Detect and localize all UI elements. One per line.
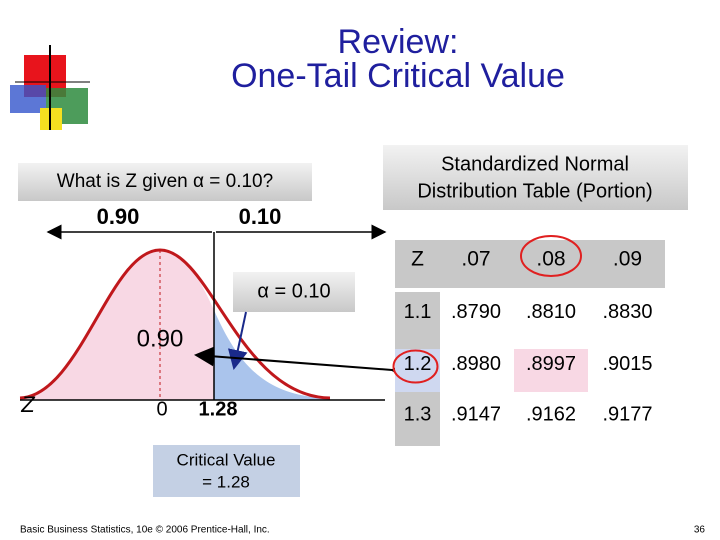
table-cell: .8980 (451, 353, 501, 375)
table-header: Z (411, 248, 424, 271)
caption-box (383, 145, 688, 210)
alpha-box (233, 272, 355, 312)
critical-text: Critical Value (177, 450, 276, 469)
table-header: .07 (461, 248, 490, 271)
area-label: 0.90 (137, 325, 184, 352)
table-cell: .9177 (602, 403, 652, 425)
page-number: 36 (694, 525, 706, 536)
table-caption: Standardized Normal (441, 153, 629, 175)
row-label: 1.3 (404, 403, 432, 425)
table-cell: .9147 (451, 403, 501, 425)
left-area (20, 250, 214, 400)
table-caption: Distribution Table (Portion) (417, 180, 652, 202)
axis-label: Z (20, 392, 36, 417)
area-label: 0.10 (239, 204, 282, 229)
alpha-label: α = 0.10 (257, 280, 330, 302)
table-cell: .8997 (526, 353, 576, 375)
row-label: 1.1 (404, 301, 432, 323)
header-bg (395, 240, 665, 288)
table: Z .07 .08 .09 1.1 .8790 .8810 .8830 1.2 .8980 .899… (392, 235, 665, 446)
table-cell: .8830 (602, 301, 652, 323)
table-header: .08 (536, 248, 565, 271)
table-header: .09 (613, 248, 642, 271)
lookup-arrow (194, 346, 411, 382)
logo (10, 45, 90, 130)
highlight (514, 349, 588, 392)
title-line: One-Tail Critical Value (231, 57, 565, 95)
question-box (18, 163, 312, 201)
table-cell: .8790 (451, 301, 501, 323)
mean-label: 0 (156, 398, 167, 420)
table-cell: .9162 (526, 403, 576, 425)
row-label: 1.2 (404, 353, 432, 375)
critical-label: 1.28 (199, 398, 238, 420)
circle-mark (520, 235, 582, 277)
table-cell: .9015 (602, 353, 652, 375)
table-cell: .8810 (526, 301, 576, 323)
critical-text: = 1.28 (202, 472, 250, 491)
area-label: 0.90 (97, 204, 140, 229)
question: What is Z given α = 0.10? (57, 171, 273, 192)
footer-source: Basic Business Statistics, 10e © 2006 Pr… (20, 525, 270, 536)
circle-mark (392, 349, 439, 384)
title-line: Review: (338, 23, 459, 61)
critical-box (153, 445, 300, 497)
